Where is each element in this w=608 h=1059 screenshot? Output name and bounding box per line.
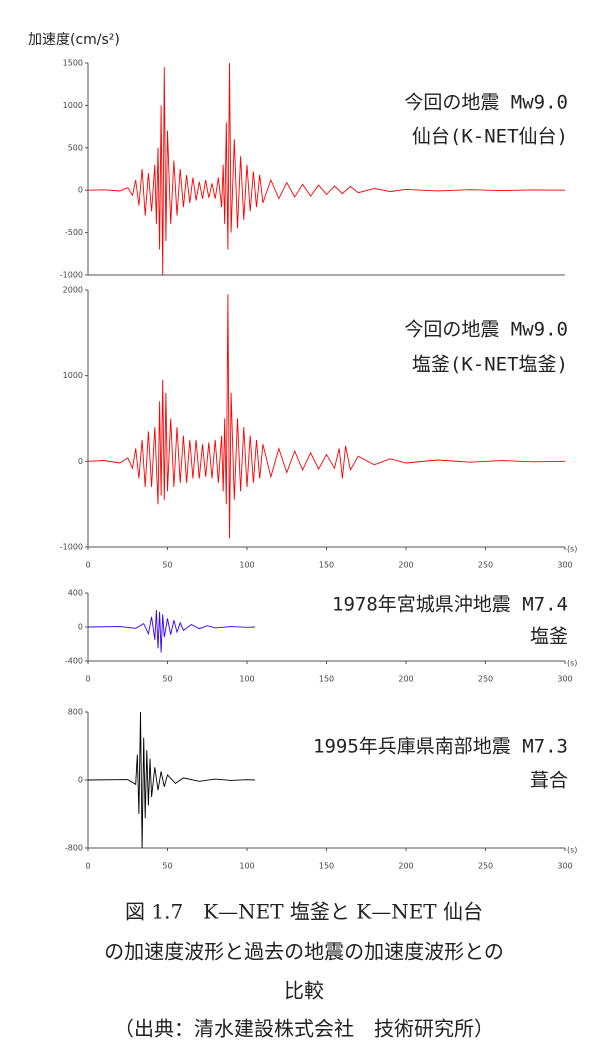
- x-tick-label: 50: [162, 561, 172, 570]
- x-tick-label: 0: [85, 862, 90, 871]
- y-tick-label: 0: [78, 186, 83, 195]
- y-tick-label: 1000: [63, 371, 83, 380]
- x-tick-label: 50: [162, 862, 172, 871]
- y-tick-label: 2000: [63, 286, 83, 295]
- x-tick-label: 300: [557, 862, 572, 871]
- caption-line: 比較: [284, 979, 324, 1003]
- y-tick-label: 500: [68, 143, 83, 152]
- x-tick-label: 100: [239, 862, 254, 871]
- y-tick-label: 1500: [63, 59, 83, 68]
- y-tick-label: 0: [78, 623, 83, 632]
- y-tick-label: -1000: [60, 271, 83, 280]
- y-tick-label: 0: [78, 776, 83, 785]
- annotation: 葺合: [530, 770, 568, 792]
- x-tick-label: 50: [162, 675, 172, 684]
- x-tick-label: 150: [319, 675, 334, 684]
- caption-line: （出典：清水建設株式会社 技術研究所）: [114, 1017, 494, 1041]
- annotation: 仙台(K-NET仙台): [412, 126, 568, 148]
- x-tick-label: 150: [319, 862, 334, 871]
- annotation: 1995年兵庫県南部地震 M7.3: [313, 736, 568, 758]
- caption-line: の加速度波形と過去の地震の加速度波形との: [104, 940, 504, 964]
- y-tick-label: -800: [65, 844, 83, 853]
- waveform: [87, 609, 255, 653]
- x-axis-label: (s): [567, 545, 577, 554]
- annotation: 今回の地震 Mw9.0: [404, 92, 568, 114]
- waveform: [87, 711, 255, 849]
- y-tick-label: -1000: [60, 543, 83, 552]
- caption-line: 図 1.7 K—NET 塩釜と K—NET 仙台: [125, 900, 483, 924]
- y-tick-label: -400: [65, 657, 83, 666]
- x-tick-label: 200: [398, 561, 413, 570]
- y-tick-label: 0: [78, 457, 83, 466]
- x-tick-label: 150: [319, 561, 334, 570]
- x-tick-label: 100: [239, 675, 254, 684]
- y-axis-label: 加速度(cm/s²): [28, 32, 120, 48]
- x-tick-label: 100: [239, 561, 254, 570]
- y-tick-label: -500: [65, 228, 83, 237]
- annotation: 今回の地震 Mw9.0: [404, 319, 568, 341]
- waveform: [87, 294, 566, 539]
- x-tick-label: 250: [478, 862, 493, 871]
- x-tick-label: 300: [557, 561, 572, 570]
- y-tick-label: 400: [68, 589, 83, 598]
- x-tick-label: 200: [398, 675, 413, 684]
- annotation: 塩釜(K-NET塩釜): [412, 354, 568, 376]
- x-axis-label: (s): [567, 659, 577, 668]
- x-tick-label: 0: [85, 561, 90, 570]
- x-axis-label: (s): [567, 846, 577, 855]
- x-tick-label: 300: [557, 675, 572, 684]
- y-tick-label: 800: [68, 708, 83, 717]
- annotation: 塩釜: [530, 626, 568, 648]
- waveform: [87, 62, 566, 276]
- x-tick-label: 250: [478, 561, 493, 570]
- x-tick-label: 200: [398, 862, 413, 871]
- x-tick-label: 0: [85, 675, 90, 684]
- x-tick-label: 250: [478, 675, 493, 684]
- annotation: 1978年宮城県沖地震 M7.4: [332, 594, 568, 616]
- y-tick-label: 1000: [63, 101, 83, 110]
